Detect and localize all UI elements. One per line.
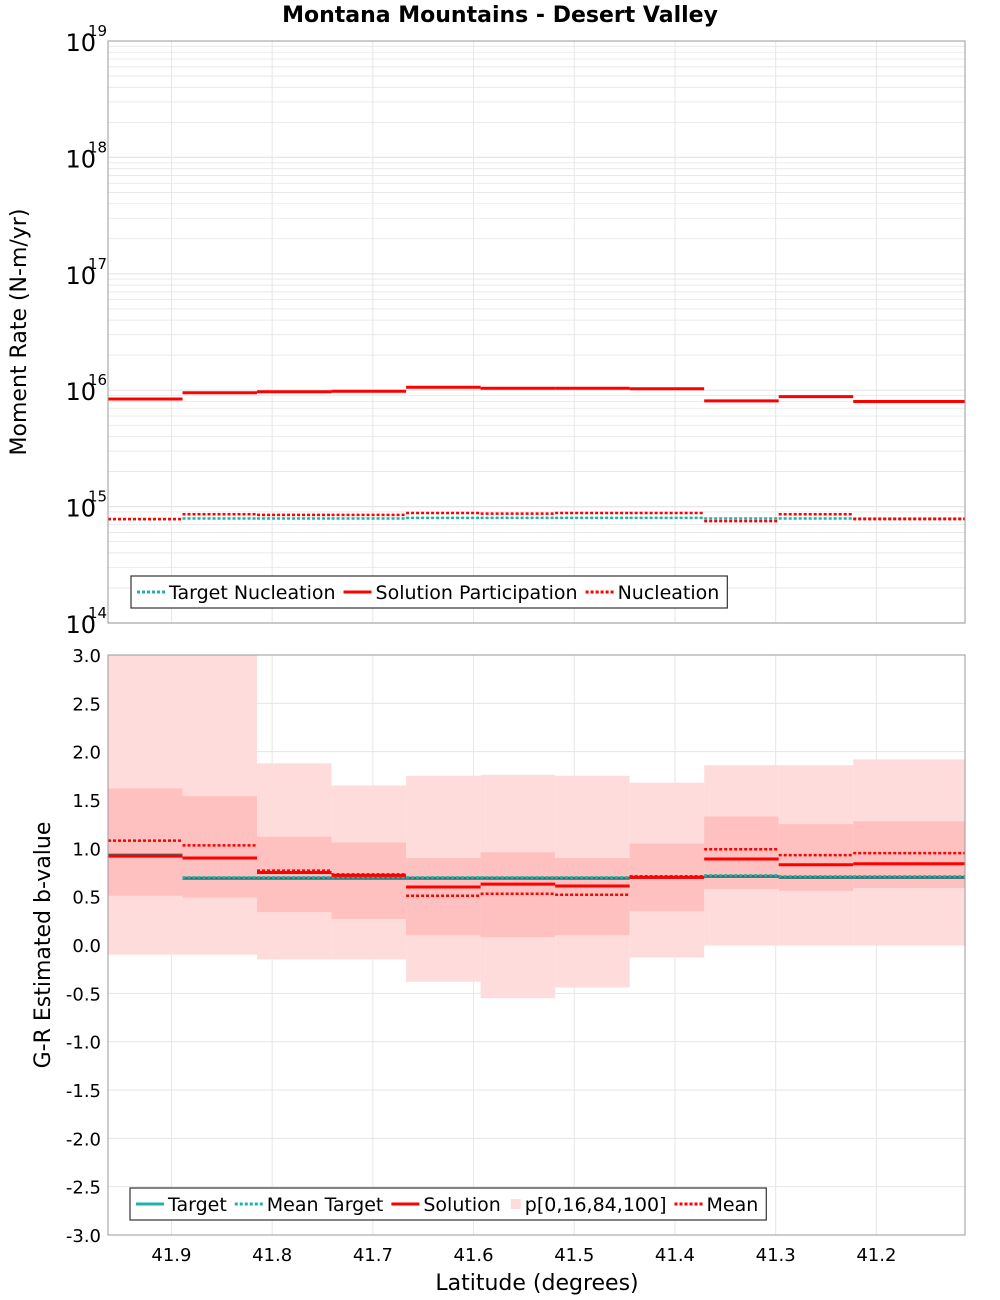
legend-box: [129, 1187, 767, 1221]
legend-swatch: [510, 1199, 521, 1209]
y-tick-label: -3.0: [66, 1226, 101, 1247]
legend-label: Solution: [423, 1194, 500, 1216]
y-tick-label: -1.0: [66, 1033, 101, 1054]
y-tick-label: 0.0: [72, 936, 101, 957]
y-tick-label: 2.5: [72, 694, 101, 715]
x-tick-label: 41.5: [554, 1245, 594, 1266]
legend: Target Nucleation Solution Participation N…: [130, 575, 728, 609]
y-tick-label: 10: [65, 145, 96, 173]
y-tick-label: 1.0: [72, 839, 101, 860]
y-axis-label: Moment Rate (N-m/yr): [7, 209, 32, 456]
y-tick-label: 10: [65, 29, 96, 57]
x-tick-label: 41.8: [252, 1245, 292, 1266]
percentile-band-inner: [778, 824, 854, 891]
percentile-band-inner: [555, 858, 630, 936]
x-tick-label: 41.7: [353, 1245, 393, 1266]
y-tick-label: 10: [65, 495, 96, 523]
x-tick-label: 41.9: [151, 1245, 191, 1266]
percentile-band-inner: [108, 788, 183, 896]
chart-title: Montana Mountains - Desert Valley: [282, 3, 718, 28]
legend-label: Solution Participation: [376, 582, 578, 604]
x-tick-label: 41.6: [454, 1245, 494, 1266]
percentile-band-inner: [257, 836, 332, 913]
percentile-band-inner: [704, 816, 779, 889]
legend-label: Target: [167, 1194, 227, 1216]
plot-frame: [107, 40, 966, 624]
y-tick-label: 2.0: [72, 743, 101, 764]
legend-label: Target Nucleation: [168, 582, 336, 604]
legend-label: Mean: [707, 1194, 759, 1216]
plot-frame: [107, 654, 966, 1236]
y-tick-label: -2.5: [66, 1178, 101, 1199]
y-tick-label: 0.5: [72, 888, 101, 909]
y-tick-exponent: 19: [88, 22, 107, 40]
legend: Target Mean Target Solution p[0,16,84,100] M…: [129, 1187, 767, 1221]
y-tick-label: -2.0: [66, 1129, 101, 1150]
y-tick-label: 10: [65, 611, 96, 639]
y-tick-exponent: 16: [88, 371, 107, 389]
x-axis-label: Latitude (degrees): [435, 1271, 638, 1296]
x-tick-label: 41.4: [655, 1245, 695, 1266]
y-tick-exponent: 18: [88, 138, 107, 156]
y-tick-label: 10: [65, 378, 96, 406]
percentile-band-inner: [331, 842, 407, 919]
y-tick-label: 3.0: [72, 646, 101, 667]
y-tick-exponent: 15: [88, 488, 107, 506]
percentile-band-inner: [182, 796, 258, 898]
y-axis-label: G-R Estimated b-value: [31, 822, 56, 1069]
y-tick-label: -1.5: [66, 1081, 101, 1102]
y-tick-label: 10: [65, 262, 96, 290]
legend-label: Nucleation: [618, 582, 720, 604]
x-tick-label: 41.3: [756, 1245, 796, 1266]
plot-area: [108, 41, 965, 623]
y-tick-exponent: 17: [88, 255, 107, 273]
legend-label: p[0,16,84,100]: [525, 1194, 667, 1216]
y-tick-label: 1.5: [72, 791, 101, 812]
b-value-panel: 3.0 2.5 2.0 1.5 1.0 0.5 0.0 -0.5 -1.0 -1.5 -2.0 -2.…: [31, 646, 966, 1266]
legend-label: Mean Target: [267, 1194, 384, 1216]
y-tick-exponent: 14: [88, 604, 107, 622]
x-tick-label: 41.2: [856, 1245, 896, 1266]
legend-box: [130, 575, 728, 609]
y-tick-label: -0.5: [66, 984, 101, 1005]
